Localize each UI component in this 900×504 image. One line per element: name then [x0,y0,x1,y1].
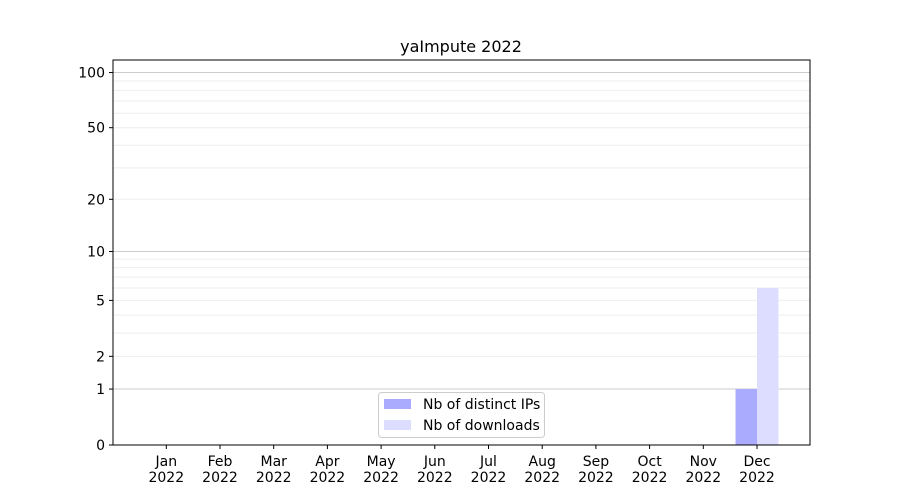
x-axis: Jan 2022 Feb 2022 Mar 2022 Apr 2022 May 2022 Jun 20… [148,445,775,486]
x-tick-label: Jul 2022 [471,454,507,486]
y-tick-label: 100 [78,66,105,82]
gridlines [113,72,810,390]
x-tick-label: Mar 2022 [256,454,292,486]
bar-downloads [757,287,779,445]
x-tick-label: Dec 2022 [739,454,775,486]
y-tick-label: 5 [96,293,105,309]
y-tick-label: 10 [87,244,105,260]
legend-label-ips: Nb of distinct IPs [423,397,540,413]
y-axis: 0 1 2 5 10 20 50 100 [78,66,113,454]
x-tick-label: May 2022 [363,454,399,486]
y-tick-label: 20 [87,192,105,208]
bar-ips [735,389,757,445]
x-tick-label: Feb 2022 [202,454,238,486]
x-tick-label: Jan 2022 [148,454,184,486]
legend-swatch-downloads [384,420,411,430]
legend-box [378,392,545,438]
x-tick-label: Aug 2022 [524,454,560,486]
plot-frame [112,59,811,446]
y-tick-label: 0 [96,438,105,454]
x-tick-label: Sep 2022 [578,454,614,486]
legend: Nb of distinct IPs Nb of downloads [378,392,545,438]
y-tick-label: 2 [96,349,105,365]
legend-swatch-ips [384,399,411,409]
y-tick-label: 50 [87,121,105,137]
x-tick-label: Oct 2022 [632,454,668,486]
x-tick-label: Nov 2022 [685,454,721,486]
chart-title: yaImpute 2022 [400,37,522,56]
y-tick-label: 1 [96,382,105,398]
x-tick-label: Jun 2022 [417,454,453,486]
legend-label-downloads: Nb of downloads [423,418,540,434]
bars [735,287,779,445]
x-tick-label: Apr 2022 [310,454,346,486]
